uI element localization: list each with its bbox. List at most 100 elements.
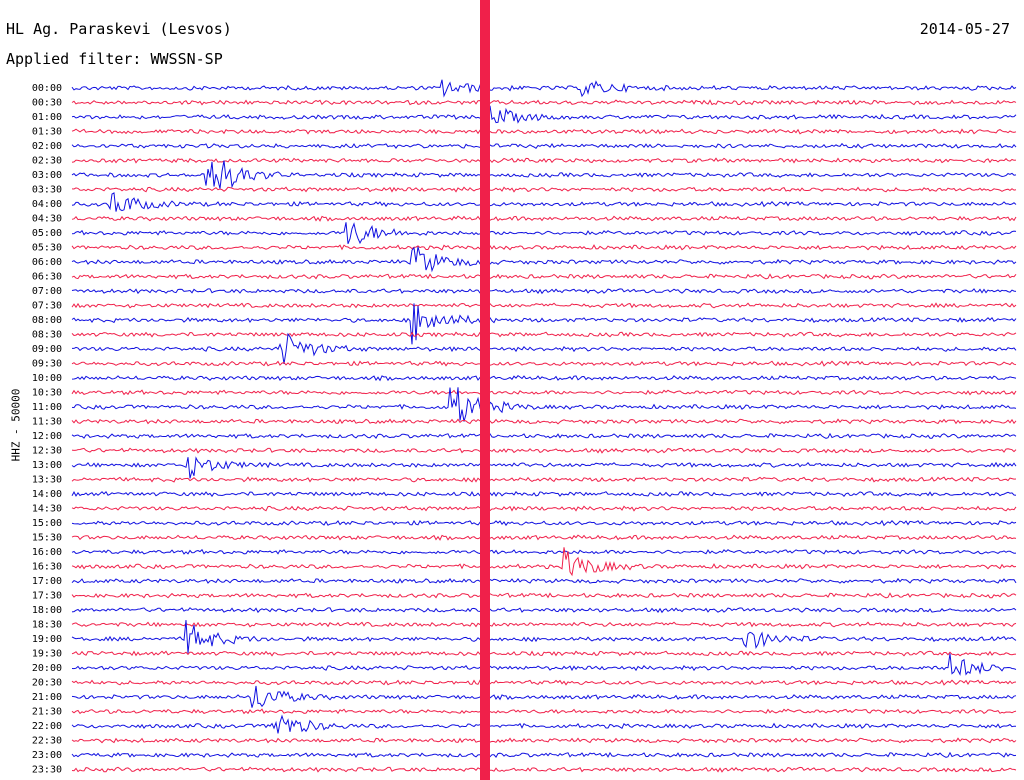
row-time-label: 10:30 xyxy=(32,388,62,399)
seismic-trace xyxy=(71,708,1017,715)
seismic-trace xyxy=(71,186,1017,193)
row-time-label: 04:30 xyxy=(32,214,62,225)
row-time-label: 18:00 xyxy=(32,605,62,616)
seismic-trace xyxy=(71,653,1017,676)
seismic-trace xyxy=(71,331,1017,338)
seismic-trace xyxy=(71,534,1017,541)
seismic-trace xyxy=(71,751,1017,759)
row-time-label: 16:30 xyxy=(32,562,62,573)
row-time-label: 13:00 xyxy=(32,460,62,471)
row-time-label: 09:00 xyxy=(32,344,62,355)
seismic-trace xyxy=(71,389,1017,396)
seismic-trace xyxy=(71,273,1017,280)
row-time-label: 06:30 xyxy=(32,272,62,283)
seismic-trace xyxy=(71,737,1017,744)
seismic-trace xyxy=(71,157,1017,164)
seismic-trace xyxy=(71,519,1017,527)
row-time-label: 13:30 xyxy=(32,475,62,486)
seismic-trace xyxy=(71,548,1017,555)
row-time-label: 15:30 xyxy=(32,533,62,544)
filter-label: Applied filter: WWSSN-SP xyxy=(6,50,223,68)
row-time-label: 20:00 xyxy=(32,663,62,674)
row-time-label: 07:00 xyxy=(32,286,62,297)
row-time-label: 06:00 xyxy=(32,257,62,268)
row-time-label: 04:00 xyxy=(32,199,62,210)
seismic-trace xyxy=(71,99,1017,106)
row-time-label: 16:00 xyxy=(32,547,62,558)
seismic-trace xyxy=(71,246,1017,273)
seismic-trace xyxy=(71,360,1017,367)
seismic-trace xyxy=(71,685,1017,708)
row-time-label: 15:00 xyxy=(32,518,62,529)
seismic-trace xyxy=(71,476,1017,483)
seismic-trace xyxy=(71,714,1016,734)
seismic-trace xyxy=(71,215,1017,222)
row-time-label: 23:30 xyxy=(32,765,62,776)
seismic-trace xyxy=(72,332,1017,364)
row-time-label: 20:30 xyxy=(32,678,62,689)
row-time-label: 11:00 xyxy=(32,402,62,413)
row-time-label: 11:30 xyxy=(32,417,62,428)
row-time-label: 12:30 xyxy=(32,446,62,457)
row-time-label: 21:00 xyxy=(32,692,62,703)
row-time-label: 08:30 xyxy=(32,330,62,341)
seismic-trace xyxy=(71,387,1017,422)
row-time-label: 09:30 xyxy=(32,359,62,370)
seismic-trace xyxy=(71,79,1017,98)
seismic-trace xyxy=(71,592,1017,599)
seismic-trace xyxy=(71,650,1017,657)
saturated-event-band xyxy=(480,0,490,780)
seismic-trace xyxy=(71,456,1017,479)
row-time-label: 22:00 xyxy=(32,721,62,732)
row-time-label: 08:00 xyxy=(32,315,62,326)
row-time-label: 01:30 xyxy=(32,127,62,138)
seismic-trace xyxy=(71,577,1017,584)
seismic-trace xyxy=(71,679,1017,686)
row-time-label: 00:30 xyxy=(32,98,62,109)
row-time-label: 02:30 xyxy=(32,156,62,167)
seismic-trace xyxy=(71,302,1017,309)
row-time-label: 19:30 xyxy=(32,649,62,660)
seismic-trace xyxy=(71,288,1017,295)
row-time-label: 21:30 xyxy=(32,707,62,718)
seismic-trace xyxy=(71,418,1017,425)
row-time-label: 14:00 xyxy=(32,489,62,500)
seismic-trace xyxy=(71,375,1017,382)
row-time-label: 12:00 xyxy=(32,431,62,442)
seismic-trace xyxy=(71,303,1017,345)
seismic-trace xyxy=(71,105,1017,124)
seismic-trace xyxy=(71,547,1017,577)
seismic-trace xyxy=(71,192,1017,212)
seismic-trace xyxy=(71,505,1017,512)
seismic-trace xyxy=(71,490,1017,498)
seismic-trace xyxy=(71,447,1017,454)
row-time-label: 05:30 xyxy=(32,243,62,254)
row-time-label: 01:00 xyxy=(32,112,62,123)
seismic-trace xyxy=(71,607,1017,614)
seismic-trace xyxy=(71,621,1017,628)
row-time-label: 03:00 xyxy=(32,170,62,181)
row-time-label: 07:30 xyxy=(32,301,62,312)
row-time-label: 22:30 xyxy=(32,736,62,747)
date-label: 2014-05-27 xyxy=(919,20,1010,38)
seismic-trace xyxy=(71,620,1017,654)
seismic-trace xyxy=(71,244,1017,251)
row-time-label: 17:30 xyxy=(32,591,62,602)
row-time-label: 03:30 xyxy=(32,185,62,196)
row-time-label: 14:30 xyxy=(32,504,62,515)
row-time-label: 10:00 xyxy=(32,373,62,384)
row-time-label: 17:00 xyxy=(32,576,62,587)
seismic-trace xyxy=(71,432,1017,440)
seismic-trace xyxy=(71,160,1017,189)
row-time-label: 19:00 xyxy=(32,634,62,645)
seismic-trace xyxy=(71,222,1017,245)
row-time-label: 00:00 xyxy=(32,83,62,94)
row-time-label: 18:30 xyxy=(32,620,62,631)
seismic-trace xyxy=(71,128,1017,135)
row-time-label: 05:00 xyxy=(32,228,62,239)
station-title: HL Ag. Paraskevi (Lesvos) xyxy=(6,20,232,38)
row-time-label: 02:00 xyxy=(32,141,62,152)
seismic-trace xyxy=(71,766,1017,773)
